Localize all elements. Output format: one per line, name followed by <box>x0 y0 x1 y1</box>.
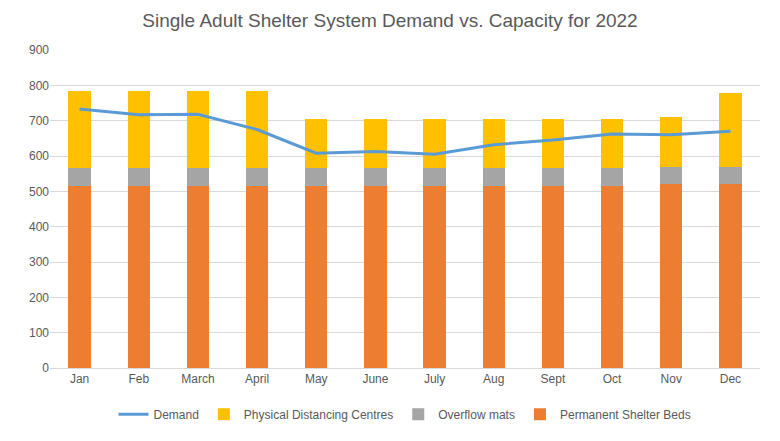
svg-text:May: May <box>305 372 328 386</box>
svg-text:Physical Distancing Centres: Physical Distancing Centres <box>244 408 393 422</box>
svg-text:Oct: Oct <box>603 372 622 386</box>
svg-text:Jan: Jan <box>70 372 89 386</box>
svg-text:Dec: Dec <box>720 372 741 386</box>
svg-text:Sept: Sept <box>541 372 566 386</box>
svg-text:900: 900 <box>29 43 49 57</box>
svg-text:Permanent Shelter Beds: Permanent Shelter Beds <box>560 408 691 422</box>
svg-text:700: 700 <box>29 114 49 128</box>
svg-text:Demand: Demand <box>154 408 199 422</box>
svg-text:July: July <box>424 372 445 386</box>
svg-text:300: 300 <box>29 255 49 269</box>
svg-text:June: June <box>362 372 388 386</box>
svg-text:100: 100 <box>29 326 49 340</box>
svg-text:500: 500 <box>29 185 49 199</box>
svg-text:Overflow mats: Overflow mats <box>438 408 515 422</box>
svg-text:200: 200 <box>29 291 49 305</box>
svg-text:400: 400 <box>29 220 49 234</box>
svg-text:Feb: Feb <box>128 372 149 386</box>
svg-text:March: March <box>181 372 214 386</box>
svg-text:0: 0 <box>42 361 49 375</box>
svg-text:Nov: Nov <box>661 372 682 386</box>
svg-text:800: 800 <box>29 79 49 93</box>
svg-text:Single Adult Shelter System De: Single Adult Shelter System Demand vs. C… <box>142 10 637 31</box>
svg-text:April: April <box>245 372 269 386</box>
svg-text:600: 600 <box>29 149 49 163</box>
svg-text:Aug: Aug <box>483 372 504 386</box>
